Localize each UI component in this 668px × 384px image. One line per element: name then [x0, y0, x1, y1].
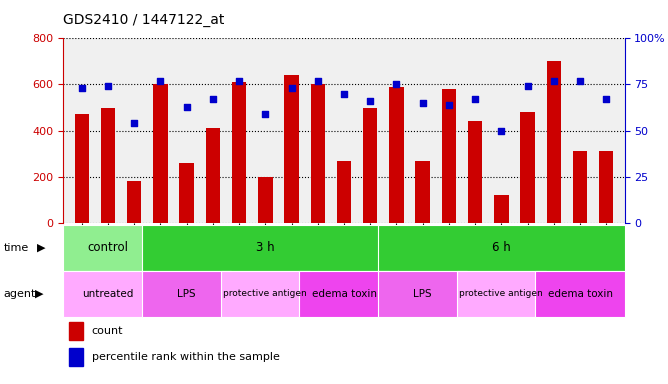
- Bar: [311, 84, 325, 223]
- Bar: [457, 271, 546, 317]
- Point: [286, 85, 297, 91]
- Bar: [75, 114, 89, 223]
- Point: [365, 98, 375, 104]
- Point: [208, 96, 218, 102]
- Text: protective antigen: protective antigen: [224, 289, 307, 298]
- Text: time: time: [3, 243, 29, 253]
- Point: [76, 85, 87, 91]
- Point: [313, 78, 323, 84]
- Bar: [180, 163, 194, 223]
- Bar: [389, 87, 403, 223]
- Bar: [378, 271, 467, 317]
- Text: percentile rank within the sample: percentile rank within the sample: [92, 352, 279, 362]
- Bar: [572, 151, 587, 223]
- Bar: [299, 271, 389, 317]
- Point: [522, 83, 533, 89]
- Bar: [63, 225, 152, 271]
- Point: [574, 78, 585, 84]
- Bar: [378, 225, 625, 271]
- Point: [470, 96, 480, 102]
- Bar: [536, 271, 625, 317]
- Point: [260, 111, 271, 117]
- Point: [601, 96, 612, 102]
- Point: [444, 102, 454, 108]
- Text: edema toxin: edema toxin: [311, 289, 377, 299]
- Point: [418, 100, 428, 106]
- Bar: [520, 112, 535, 223]
- Bar: [494, 195, 508, 223]
- Point: [548, 78, 559, 84]
- Point: [103, 83, 114, 89]
- Bar: [142, 225, 389, 271]
- Text: GDS2410 / 1447122_at: GDS2410 / 1447122_at: [63, 13, 225, 27]
- Bar: [337, 161, 351, 223]
- Bar: [442, 89, 456, 223]
- Point: [181, 104, 192, 110]
- Text: ▶: ▶: [37, 243, 45, 253]
- Bar: [415, 161, 430, 223]
- Bar: [258, 177, 273, 223]
- Text: count: count: [92, 326, 123, 336]
- Bar: [285, 75, 299, 223]
- Text: 6 h: 6 h: [492, 241, 511, 254]
- Point: [339, 91, 349, 97]
- Bar: [142, 271, 231, 317]
- Bar: [206, 128, 220, 223]
- Text: untreated: untreated: [82, 289, 134, 299]
- Bar: [101, 108, 116, 223]
- Bar: [221, 271, 310, 317]
- Bar: [546, 61, 561, 223]
- Text: LPS: LPS: [413, 289, 432, 299]
- Point: [391, 81, 402, 88]
- Text: protective antigen: protective antigen: [460, 289, 543, 298]
- Bar: [69, 322, 83, 340]
- Bar: [63, 271, 152, 317]
- Bar: [468, 121, 482, 223]
- Point: [234, 78, 244, 84]
- Text: edema toxin: edema toxin: [548, 289, 613, 299]
- Bar: [127, 181, 142, 223]
- Bar: [232, 82, 246, 223]
- Text: agent: agent: [3, 289, 35, 299]
- Text: control: control: [88, 241, 128, 254]
- Point: [496, 127, 507, 134]
- Bar: [69, 348, 83, 366]
- Bar: [363, 108, 377, 223]
- Bar: [153, 84, 168, 223]
- Text: 3 h: 3 h: [256, 241, 275, 254]
- Text: LPS: LPS: [178, 289, 196, 299]
- Point: [155, 78, 166, 84]
- Bar: [599, 151, 613, 223]
- Point: [129, 120, 140, 126]
- Text: ▶: ▶: [35, 289, 44, 299]
